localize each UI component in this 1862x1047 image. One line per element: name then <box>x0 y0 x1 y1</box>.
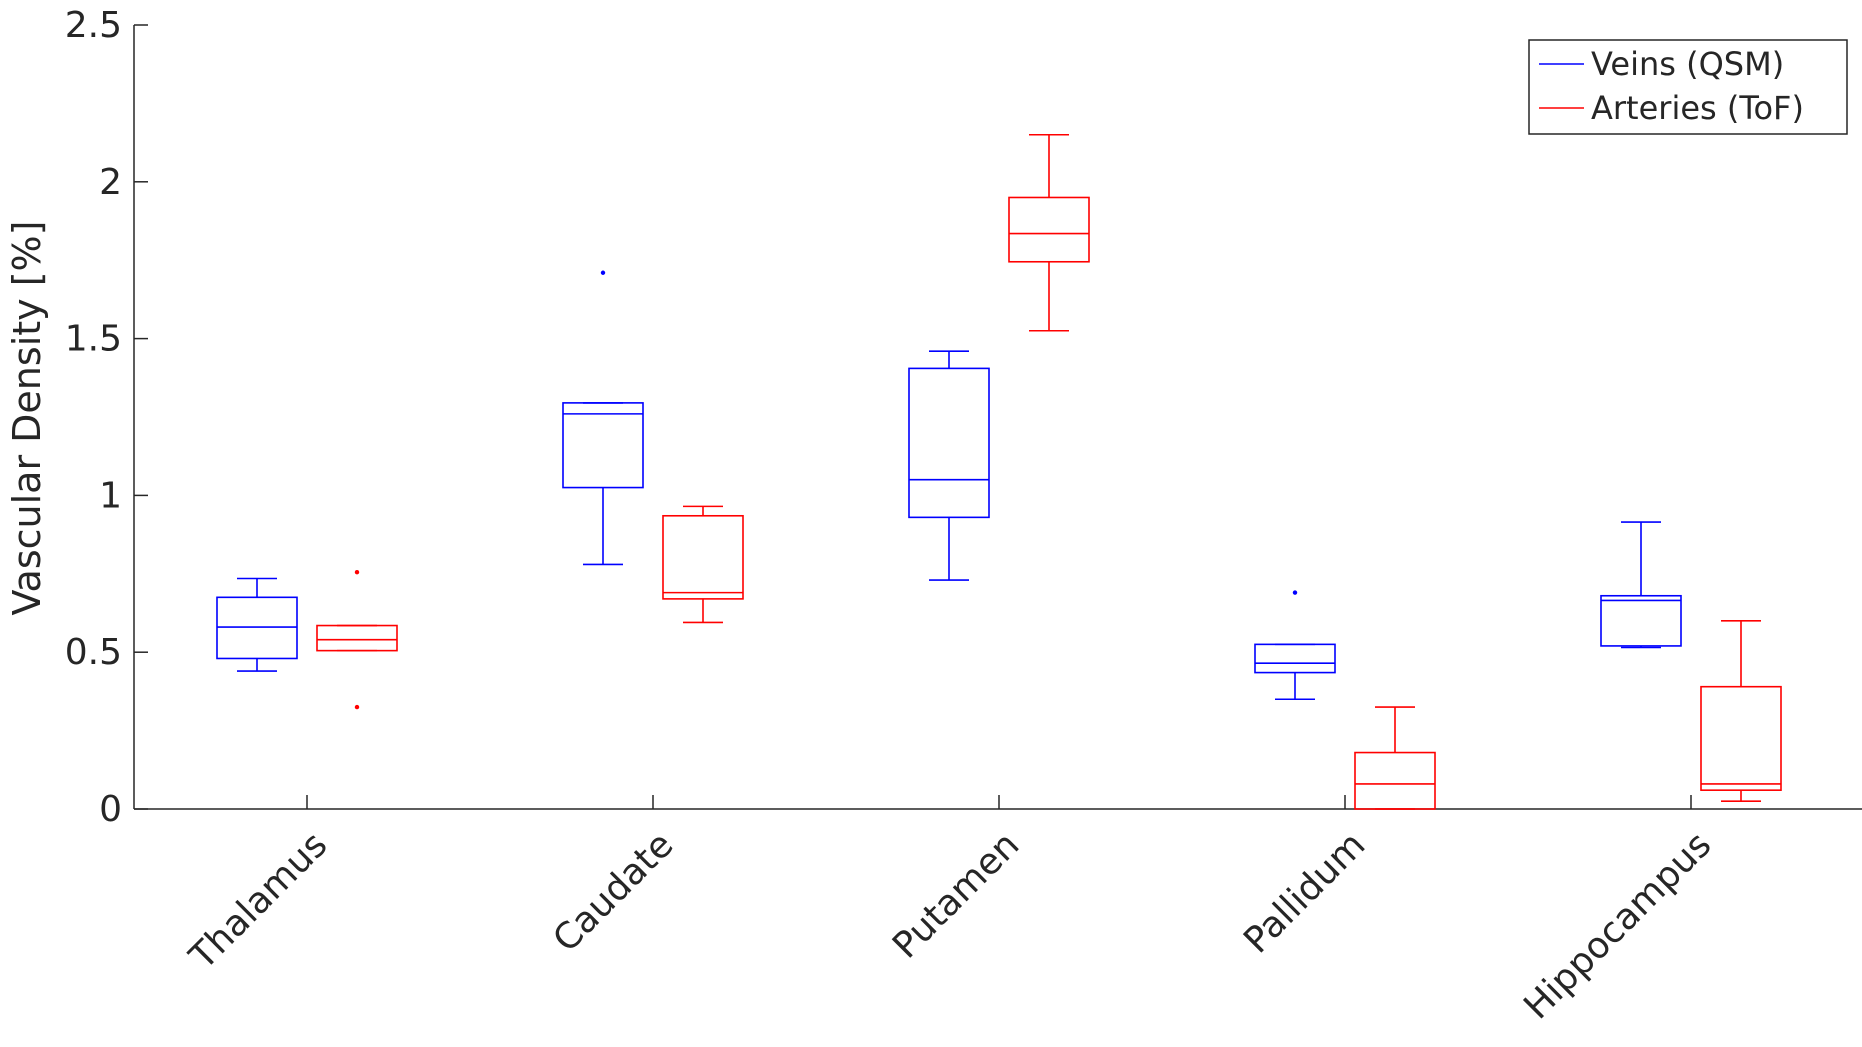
box-hippocampus <box>1600 521 1682 649</box>
y-tick-label: 0 <box>99 789 122 830</box>
box-pallidum <box>1254 590 1336 701</box>
y-tick-label: 1.5 <box>65 319 122 360</box>
iqr-box <box>562 402 644 489</box>
iqr-box <box>316 624 398 652</box>
x-axis: Thalamus Caudate Putamen Pallidum Hippocampu… <box>182 795 1719 1027</box>
outlier-point <box>600 270 606 275</box>
box-hippocampus <box>1700 620 1782 802</box>
y-axis-label: Vascular Density [%] <box>5 221 49 616</box>
y-tick-label: 1 <box>99 475 122 516</box>
legend: Veins (QSM) Arteries (ToF) <box>1528 39 1848 135</box>
x-tick-label: Hippocampus <box>1516 824 1719 1027</box>
x-tick-label: Pallidum <box>1236 824 1373 961</box>
box-caudate <box>562 270 644 566</box>
box-caudate <box>662 505 744 624</box>
x-tick-label: Caudate <box>545 824 681 960</box>
series-arteries <box>316 133 1782 810</box>
legend-label: Arteries (ToF) <box>1591 89 1804 127</box>
x-tick-label: Thalamus <box>182 824 336 978</box>
y-tick-label: 0.5 <box>65 632 122 673</box>
outlier-point <box>354 704 360 710</box>
iqr-box <box>1008 196 1090 263</box>
legend-box <box>1528 39 1848 135</box>
iqr-box <box>662 514 744 600</box>
iqr-box <box>1600 594 1682 647</box>
box-thalamus <box>316 570 398 710</box>
y-tick-label: 2 <box>99 162 122 203</box>
x-tick-label: Putamen <box>885 824 1027 966</box>
box-putamen <box>908 350 990 581</box>
box-thalamus <box>216 577 298 672</box>
series-veins <box>216 270 1682 701</box>
box-series-group <box>216 133 1782 810</box>
outlier-point <box>1292 590 1298 595</box>
y-tick-label: 2.5 <box>65 5 122 46</box>
iqr-box <box>1254 643 1336 674</box>
legend-label: Veins (QSM) <box>1591 45 1784 83</box>
plot-area <box>133 25 1862 810</box>
box-pallidum <box>1354 706 1436 810</box>
iqr-box <box>1700 685 1782 791</box>
iqr-box <box>1354 751 1436 810</box>
iqr-box <box>908 367 990 519</box>
box-putamen <box>1008 133 1090 332</box>
outlier-point <box>354 570 360 575</box>
y-axis: 0 0.5 1 1.5 2 2.5 <box>65 5 148 830</box>
